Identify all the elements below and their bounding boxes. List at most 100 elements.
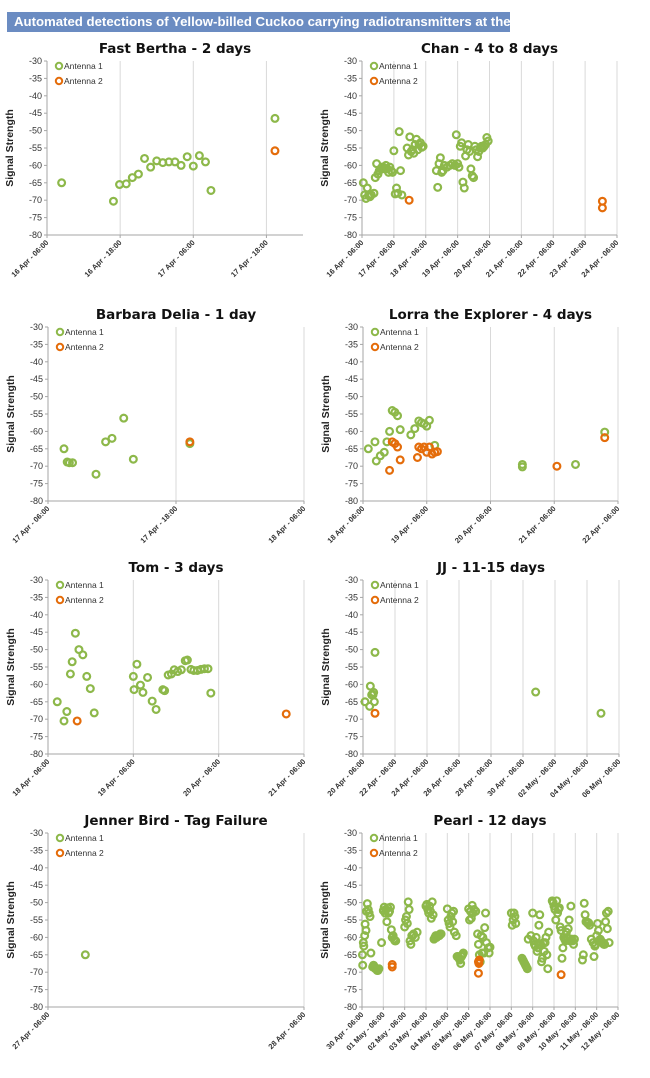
legend-label: Antenna 1 — [64, 61, 103, 71]
legend-label: Antenna 1 — [379, 833, 418, 843]
data-point — [143, 672, 153, 682]
series-antenna-1 — [357, 896, 614, 975]
y-tick-label: -45 — [30, 374, 43, 384]
data-point — [369, 687, 379, 697]
data-point — [517, 462, 527, 472]
data-point — [394, 127, 404, 137]
series-antenna-2 — [370, 708, 380, 718]
y-tick-label: -30 — [30, 575, 43, 585]
data-point — [474, 955, 484, 965]
data-point — [600, 427, 610, 437]
y-tick-label: -75 — [30, 732, 43, 742]
data-point — [448, 917, 458, 927]
x-tick-label: 21 Apr - 06:00 — [517, 504, 558, 545]
legend-label: Antenna 1 — [380, 580, 419, 590]
data-point — [579, 898, 589, 908]
data-point — [601, 917, 611, 927]
legend-marker — [369, 76, 379, 86]
series-antenna-2 — [185, 437, 195, 447]
y-tick-label: -40 — [30, 863, 43, 873]
legend-label: Antenna 1 — [65, 580, 104, 590]
data-point — [543, 964, 553, 974]
y-axis-label: Signal Strength — [4, 109, 16, 187]
data-point — [602, 924, 612, 934]
data-point — [578, 950, 588, 960]
data-point — [412, 927, 422, 937]
data-point — [531, 687, 541, 697]
data-point — [433, 182, 443, 192]
data-point — [369, 188, 379, 198]
data-point — [397, 190, 407, 200]
x-tick-label: 19 Apr - 06:00 — [389, 504, 430, 545]
x-tick-label: 17 Apr - 06:00 — [156, 238, 197, 279]
data-point — [566, 901, 576, 911]
y-tick-label: -40 — [29, 91, 42, 101]
data-point — [396, 166, 406, 176]
y-axis-label: Signal Strength — [320, 628, 332, 706]
y-tick-label: -80 — [345, 496, 358, 506]
data-point — [418, 141, 428, 151]
data-point — [389, 146, 399, 156]
data-point — [147, 696, 157, 706]
data-point — [557, 953, 567, 963]
x-tick-label: 18 Apr - 06:00 — [10, 757, 51, 798]
data-point — [604, 938, 614, 948]
y-tick-label: -65 — [30, 697, 43, 707]
data-point — [151, 704, 161, 714]
data-point — [64, 458, 74, 468]
x-tick-label: 16 Apr - 18:00 — [83, 238, 124, 279]
data-point — [469, 173, 479, 183]
y-tick-label: -55 — [30, 662, 43, 672]
series-antenna-1 — [52, 628, 216, 726]
data-point — [370, 708, 380, 718]
data-point — [59, 444, 69, 454]
y-tick-label: -55 — [29, 143, 42, 153]
x-tick-label: 21 Apr - 06:00 — [266, 757, 307, 798]
y-tick-label: -65 — [29, 178, 42, 188]
y-tick-label: -65 — [30, 444, 43, 454]
data-point — [577, 955, 587, 965]
data-point — [406, 430, 416, 440]
data-point — [369, 697, 379, 707]
data-point — [133, 169, 143, 179]
y-tick-label: -70 — [30, 714, 43, 724]
y-tick-label: -75 — [345, 479, 358, 489]
y-tick-label: -60 — [344, 160, 357, 170]
data-point — [270, 113, 280, 123]
data-point — [540, 938, 550, 948]
data-point — [479, 948, 489, 958]
data-point — [531, 932, 541, 942]
data-point — [474, 959, 484, 969]
data-point — [589, 952, 599, 962]
y-tick-label: -30 — [345, 575, 358, 585]
data-point — [556, 970, 566, 980]
data-point — [382, 437, 392, 447]
data-point — [385, 906, 395, 916]
data-point — [554, 903, 564, 913]
data-point — [403, 897, 413, 907]
legend-marker — [55, 327, 65, 337]
data-point — [476, 931, 486, 941]
data-point — [544, 927, 554, 937]
legend-marker — [55, 342, 65, 352]
data-point — [385, 426, 395, 436]
data-point — [135, 680, 145, 690]
data-point — [600, 939, 610, 949]
series-antenna-2 — [404, 195, 607, 213]
x-tick-label: 20 Apr - 06:00 — [453, 504, 494, 545]
data-point — [393, 411, 403, 421]
series-antenna-1 — [363, 406, 610, 472]
data-point — [67, 657, 77, 667]
data-point — [600, 433, 610, 443]
y-tick-label: -45 — [30, 880, 43, 890]
data-point — [52, 697, 62, 707]
y-tick-label: -35 — [30, 845, 43, 855]
series-antenna-1 — [57, 113, 280, 206]
data-point — [82, 671, 92, 681]
data-point — [160, 686, 170, 696]
x-tick-label: 12 May - 06:00 — [579, 1010, 621, 1052]
data-point — [454, 162, 464, 172]
data-point — [362, 183, 372, 193]
legend-label: Antenna 1 — [380, 327, 419, 337]
data-point — [459, 183, 469, 193]
